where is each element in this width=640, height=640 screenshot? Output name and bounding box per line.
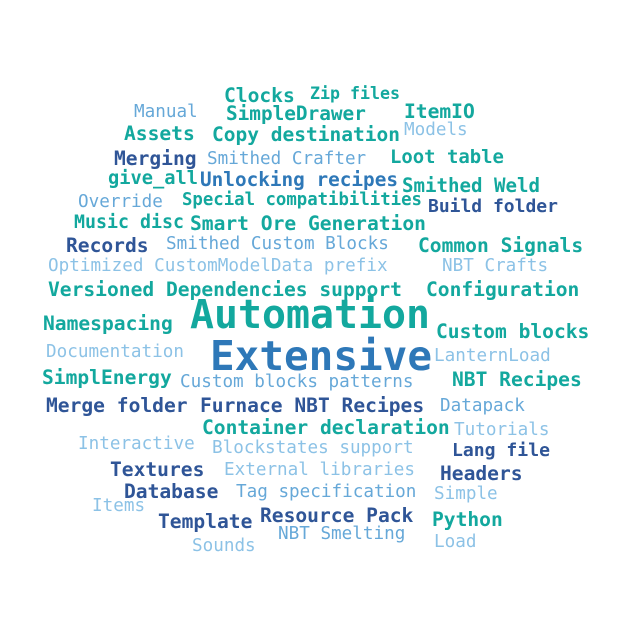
word-smithed-custom-blocks: Smithed Custom Blocks xyxy=(166,234,389,254)
word-simple: Simple xyxy=(434,484,498,504)
word-furnace-nbt-recipes: Furnace NBT Recipes xyxy=(200,394,425,417)
word-custom-blocks: Custom blocks xyxy=(436,320,590,343)
word-interactive: Interactive xyxy=(78,434,195,454)
word-sounds: Sounds xyxy=(192,536,256,556)
word-unlocking-recipes: Unlocking recipes xyxy=(200,168,398,191)
word-textures: Textures xyxy=(110,458,205,481)
word-lanternload: LanternLoad xyxy=(434,346,551,366)
word-merge-folder: Merge folder xyxy=(46,394,188,417)
word-configuration: Configuration xyxy=(426,278,580,301)
word-loot-table: Loot table xyxy=(390,146,504,168)
word-nbt-recipes: NBT Recipes xyxy=(452,368,582,391)
word-database: Database xyxy=(124,480,219,503)
word-merging: Merging xyxy=(114,147,197,170)
word-headers: Headers xyxy=(440,462,523,485)
word-optimized-cmd-prefix: Optimized CustomModelData prefix xyxy=(48,256,388,276)
word-resource-pack: Resource Pack xyxy=(260,504,414,527)
word-special-compatibilities: Special compatibilities xyxy=(182,190,422,210)
word-nbt-crafts: NBT Crafts xyxy=(442,256,549,276)
word-versioned: Versioned xyxy=(48,278,155,301)
word-build-folder: Build folder xyxy=(428,196,558,217)
word-container-declaration: Container declaration xyxy=(202,416,450,439)
word-smart-ore-generation: Smart Ore Generation xyxy=(190,212,426,235)
word-nbt-smelting: NBT Smelting xyxy=(278,524,406,544)
word-tutorials: Tutorials xyxy=(454,420,550,440)
word-automation: Automation xyxy=(190,292,430,338)
word-common-signals: Common Signals xyxy=(418,234,584,257)
word-tag-specification: Tag specification xyxy=(236,482,417,502)
word-itemio: ItemIO xyxy=(404,100,475,123)
word-smithed-crafter: Smithed Crafter xyxy=(207,149,367,169)
word-load: Load xyxy=(434,532,477,552)
word-blockstates-support: Blockstates support xyxy=(212,438,414,458)
word-give-all: give_all xyxy=(108,168,199,189)
word-music-disc: Music disc xyxy=(74,212,184,233)
word-dependencies-support: Dependencies support xyxy=(166,278,402,301)
word-clocks: Clocks xyxy=(224,84,295,107)
word-documentation: Documentation xyxy=(46,342,184,362)
word-simpledrawer: SimpleDrawer xyxy=(226,102,366,125)
word-datapack: Datapack xyxy=(440,396,525,416)
word-manual: Manual xyxy=(134,102,198,122)
word-zip-files: Zip files xyxy=(310,84,400,103)
word-lang-file: Lang file xyxy=(452,440,550,461)
word-python: Python xyxy=(432,508,503,531)
word-override: Override xyxy=(78,192,163,212)
word-simplenergy: SimplEnergy xyxy=(42,366,172,389)
word-template: Template xyxy=(158,510,253,533)
word-records: Records xyxy=(66,234,149,257)
word-items: Items xyxy=(92,496,146,516)
word-custom-blocks-patterns: Custom blocks patterns xyxy=(180,372,414,392)
word-external-libraries: External libraries xyxy=(224,460,416,480)
word-models: Models xyxy=(404,120,468,140)
word-assets: Assets xyxy=(124,122,195,145)
word-copy-destination: Copy destination xyxy=(212,123,400,146)
word-smithed-weld: Smithed Weld xyxy=(402,174,540,197)
word-extensive: Extensive xyxy=(210,332,432,380)
word-namespacing: Namespacing xyxy=(43,312,173,335)
